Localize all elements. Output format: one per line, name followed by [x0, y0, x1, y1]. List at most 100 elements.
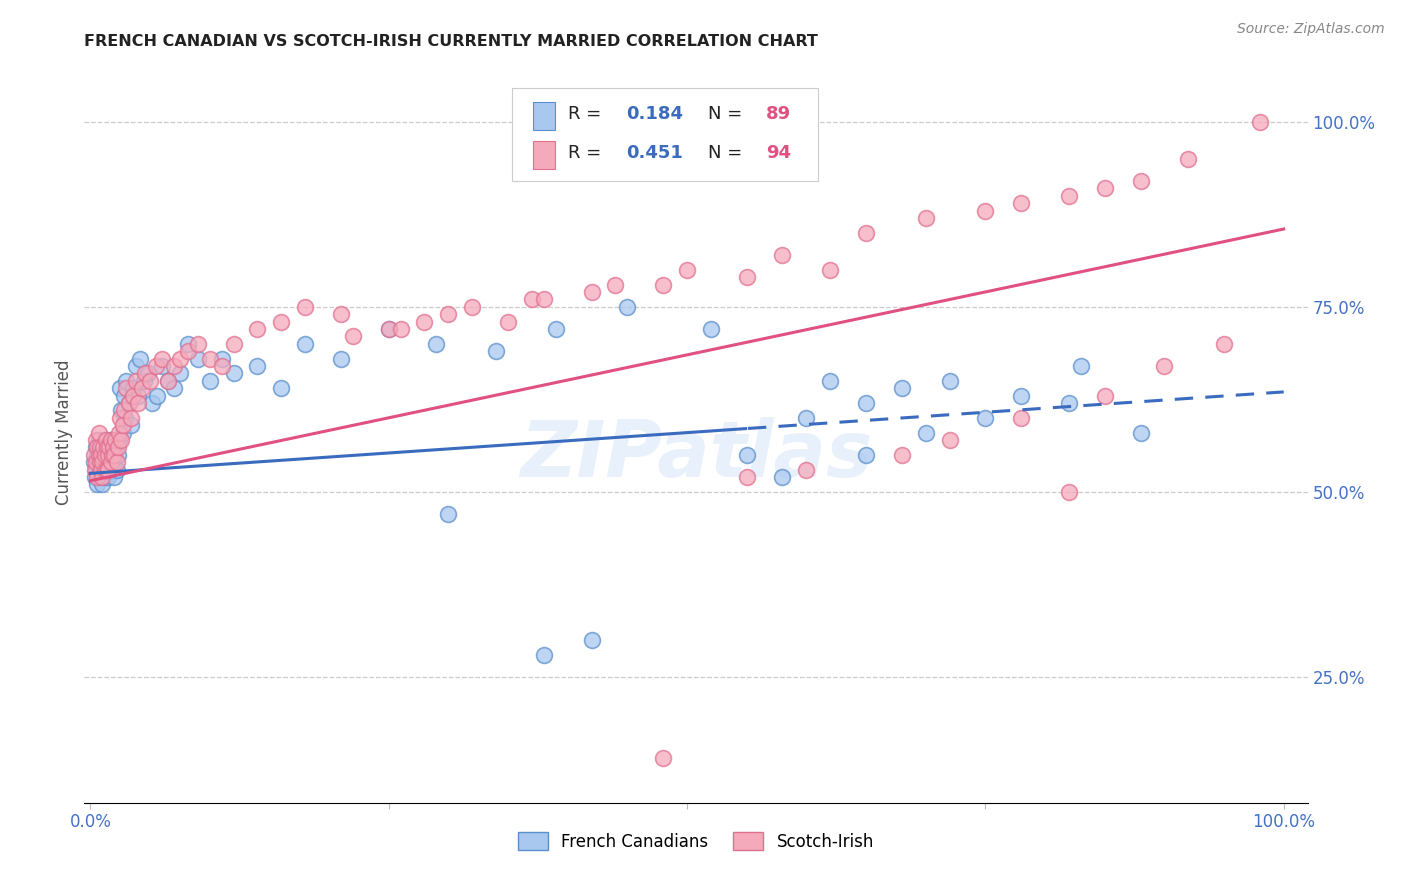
Point [700, 322, 723, 336]
Point [377, 322, 399, 336]
Point [129, 351, 152, 366]
Point [437, 307, 460, 321]
Point [96, 462, 118, 476]
Point [103, 448, 125, 462]
Point [100, 455, 122, 469]
Point [772, 470, 794, 484]
Point [120, 418, 142, 433]
Point [1057, 484, 1080, 499]
Point [461, 300, 484, 314]
Point [914, 425, 936, 440]
Point [97, 448, 120, 462]
Point [294, 300, 316, 314]
Point [156, 374, 179, 388]
Point [111, 425, 134, 440]
Point [389, 322, 412, 336]
Point [294, 336, 316, 351]
Point [108, 425, 131, 440]
FancyBboxPatch shape [513, 88, 818, 181]
Point [103, 470, 125, 484]
Point [94, 433, 117, 447]
Point [110, 403, 132, 417]
Point [855, 226, 877, 240]
Point [84, 441, 107, 455]
Point [124, 374, 146, 388]
Point [890, 448, 912, 462]
Point [101, 448, 124, 462]
Point [150, 351, 173, 366]
Point [84, 462, 107, 476]
Point [169, 351, 191, 366]
Point [1129, 425, 1152, 440]
Point [93, 462, 115, 476]
Point [90, 462, 112, 476]
Point [146, 389, 169, 403]
Point [127, 396, 149, 410]
Y-axis label: Currently Married: Currently Married [55, 359, 73, 506]
Point [117, 396, 139, 410]
Point [89, 441, 111, 455]
Point [86, 477, 108, 491]
Point [87, 425, 110, 440]
Point [974, 410, 997, 425]
Text: ZIPatlas: ZIPatlas [520, 417, 872, 493]
Text: N =: N = [709, 144, 748, 161]
Point [122, 381, 145, 395]
Point [222, 367, 245, 381]
Point [938, 433, 960, 447]
Point [107, 441, 129, 455]
Point [134, 367, 156, 381]
Point [772, 248, 794, 262]
Point [104, 433, 127, 447]
Point [98, 462, 121, 476]
Point [211, 351, 233, 366]
Point [94, 455, 117, 469]
Text: R =: R = [568, 144, 606, 161]
Point [974, 203, 997, 218]
Point [187, 351, 209, 366]
FancyBboxPatch shape [533, 141, 555, 169]
Point [222, 336, 245, 351]
Point [1010, 196, 1032, 211]
Point [90, 448, 112, 462]
Text: 0.184: 0.184 [626, 105, 683, 123]
Point [84, 455, 107, 469]
Point [605, 277, 627, 292]
Point [735, 448, 758, 462]
Point [1057, 396, 1080, 410]
Point [117, 396, 139, 410]
Point [86, 448, 108, 462]
Point [1010, 389, 1032, 403]
Point [796, 462, 818, 476]
Point [169, 367, 191, 381]
Point [1057, 188, 1080, 202]
Point [101, 448, 124, 462]
Point [90, 448, 112, 462]
Point [114, 410, 136, 425]
Point [101, 462, 124, 476]
Point [198, 351, 221, 366]
Point [163, 381, 186, 395]
Point [177, 344, 200, 359]
Point [87, 455, 110, 469]
Point [329, 307, 352, 321]
Point [86, 470, 108, 484]
Point [1249, 114, 1271, 128]
Point [112, 403, 135, 417]
Point [83, 455, 105, 469]
Point [496, 314, 519, 328]
Point [93, 462, 115, 476]
Point [437, 507, 460, 521]
Point [98, 448, 121, 462]
Point [104, 441, 127, 455]
Point [855, 396, 877, 410]
Point [93, 448, 115, 462]
Point [91, 477, 114, 491]
Point [96, 441, 118, 455]
Point [211, 359, 233, 373]
Point [150, 359, 173, 373]
Point [103, 455, 125, 469]
Point [131, 381, 153, 395]
Point [110, 433, 132, 447]
Point [86, 441, 108, 455]
